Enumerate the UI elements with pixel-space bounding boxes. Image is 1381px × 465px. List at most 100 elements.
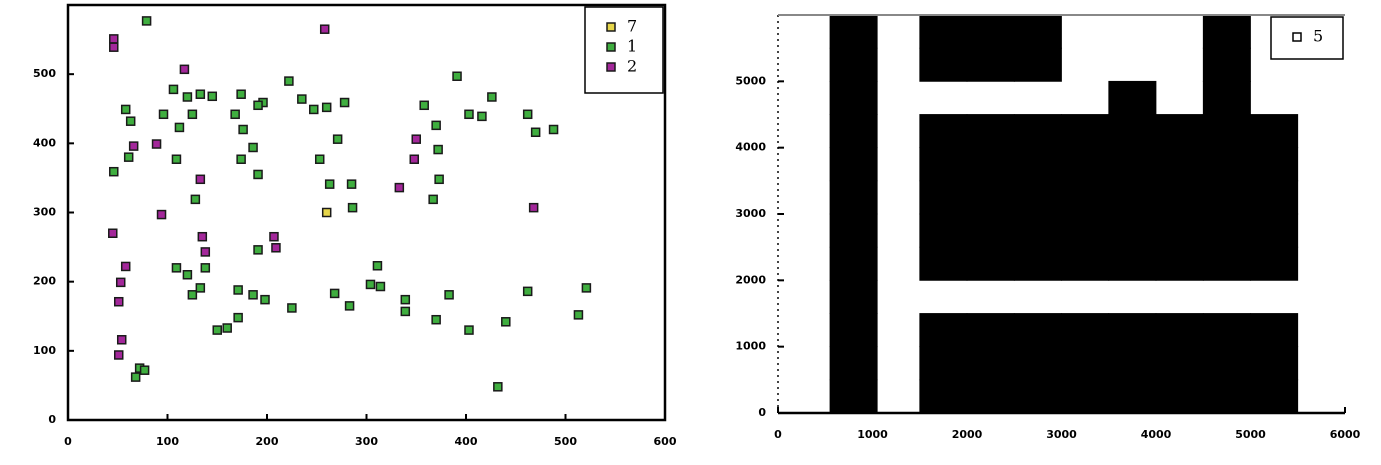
- data-point: [195, 283, 206, 293]
- data-point: [1108, 114, 1157, 149]
- data-point: [966, 346, 1015, 381]
- data-point: [829, 147, 878, 182]
- x-tick-label: 0: [64, 435, 72, 448]
- y-tick-label: 100: [33, 344, 56, 357]
- data-point: [522, 286, 533, 297]
- data-point: [919, 313, 968, 348]
- data-point: [1202, 80, 1251, 115]
- data-point: [829, 313, 878, 348]
- data-point: [197, 231, 208, 242]
- data-point: [248, 290, 258, 300]
- data-point: [253, 245, 263, 255]
- data-point: [477, 111, 487, 122]
- data-point: [339, 97, 350, 108]
- data-point: [530, 127, 541, 138]
- data-point: [464, 109, 474, 120]
- data-point: [375, 281, 386, 292]
- data-point: [187, 290, 198, 300]
- data-point: [966, 180, 1015, 215]
- data-point: [829, 47, 878, 82]
- data-point: [287, 303, 297, 313]
- y-tick-label: 200: [33, 275, 56, 288]
- data-point: [919, 213, 968, 248]
- y-tick-label: 4000: [735, 141, 766, 154]
- data-point: [297, 94, 307, 104]
- data-point: [321, 102, 332, 113]
- data-point: [1061, 379, 1110, 414]
- data-point: [966, 47, 1015, 82]
- data-point: [919, 379, 968, 414]
- x-tick-label: 300: [355, 435, 378, 448]
- data-point: [260, 294, 270, 305]
- data-point: [1108, 379, 1157, 414]
- legend-marker: [606, 42, 616, 52]
- data-point: [829, 114, 878, 149]
- data-point: [452, 71, 462, 81]
- data-point: [528, 202, 539, 213]
- data-point: [109, 166, 119, 177]
- data-point: [1155, 313, 1204, 348]
- data-point: [919, 114, 968, 149]
- data-point: [171, 154, 182, 164]
- data-point: [200, 263, 211, 273]
- data-point: [493, 382, 503, 392]
- data-point: [1202, 313, 1251, 348]
- data-point: [207, 91, 218, 102]
- legend-box: [1270, 16, 1344, 60]
- data-point: [1013, 313, 1062, 348]
- x-tick-label: 6000: [1330, 428, 1361, 441]
- data-point: [522, 109, 533, 120]
- data-point: [1061, 246, 1110, 281]
- data-point: [365, 279, 376, 290]
- data-point: [829, 180, 878, 215]
- data-point: [919, 346, 968, 381]
- data-point: [1250, 313, 1299, 348]
- data-point: [324, 179, 335, 189]
- data-point: [919, 147, 968, 182]
- data-point: [394, 182, 405, 193]
- y-tick-label: 300: [33, 206, 56, 219]
- data-point: [1108, 80, 1157, 115]
- data-point: [158, 109, 169, 120]
- data-point: [1250, 346, 1299, 381]
- data-point: [1202, 14, 1251, 49]
- data-point: [248, 142, 258, 153]
- data-point: [314, 154, 325, 164]
- data-point: [1013, 213, 1062, 248]
- data-point: [919, 246, 968, 281]
- data-point: [1013, 246, 1062, 281]
- y-tick-label: 500: [33, 67, 56, 80]
- data-point: [1250, 147, 1299, 182]
- data-point: [1061, 114, 1110, 149]
- data-point: [1155, 147, 1204, 182]
- y-tick-label: 1000: [735, 340, 766, 353]
- data-point: [829, 246, 878, 281]
- data-point: [1250, 180, 1299, 215]
- legend-marker: [606, 22, 616, 32]
- data-point: [120, 261, 131, 272]
- data-point: [1155, 346, 1204, 381]
- data-point: [400, 306, 411, 317]
- y-tick-label: 400: [33, 136, 56, 149]
- data-point: [238, 124, 248, 135]
- data-point: [130, 372, 141, 382]
- data-point: [139, 365, 150, 375]
- data-point: [1202, 47, 1251, 82]
- x-tick-label: 600: [654, 435, 677, 448]
- data-point: [966, 14, 1015, 49]
- data-point: [372, 261, 383, 271]
- data-point: [966, 246, 1015, 281]
- y-tick-label: 5000: [735, 74, 766, 87]
- data-point: [829, 279, 878, 314]
- data-point: [195, 89, 206, 99]
- data-point: [1108, 346, 1157, 381]
- data-point: [1108, 213, 1157, 248]
- legend-marker: [606, 62, 616, 72]
- data-point: [1061, 213, 1110, 248]
- data-point: [271, 243, 281, 253]
- x-tick-label: 2000: [952, 428, 983, 441]
- data-point: [966, 379, 1015, 414]
- data-point: [411, 134, 421, 144]
- data-point: [168, 84, 179, 95]
- data-point: [1013, 47, 1062, 82]
